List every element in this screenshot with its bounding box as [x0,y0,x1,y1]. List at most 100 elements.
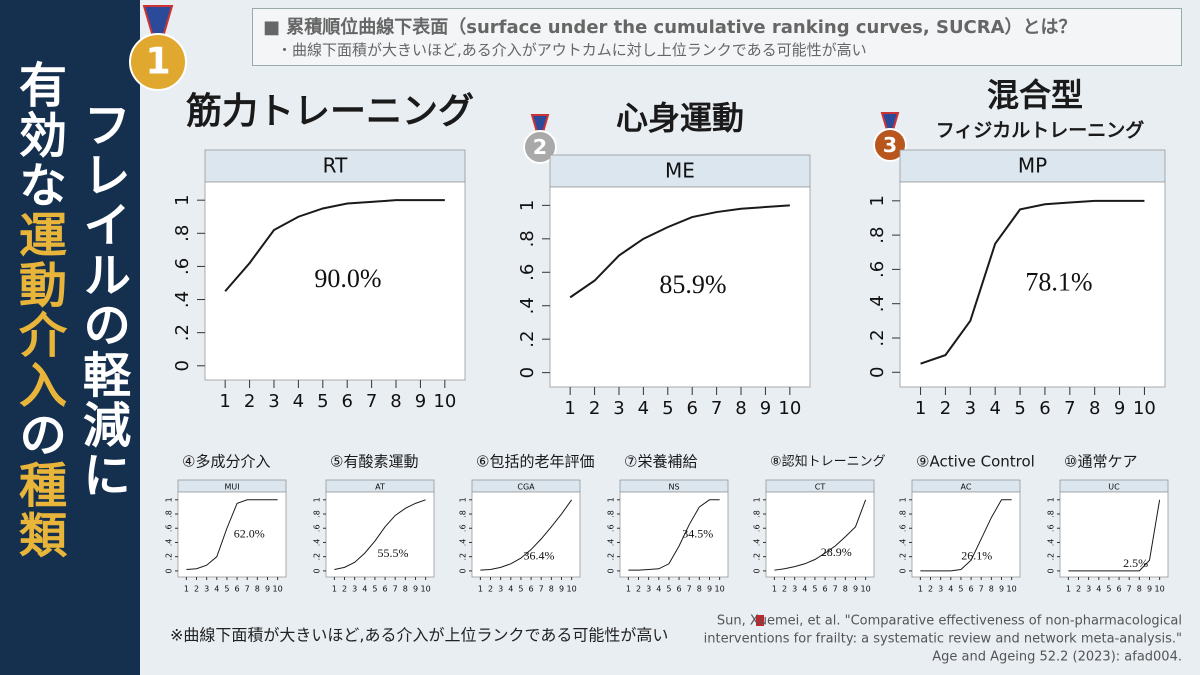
sucra-value: 62.0% [234,526,265,540]
plot-area [765,491,875,578]
x-tick-label: 5 [372,585,377,594]
y-tick-label: 0 [517,367,538,378]
y-tick-label: .8 [753,510,762,518]
x-tick-label: 6 [529,585,534,594]
x-tick-label: 5 [1014,398,1025,419]
plot-area [471,491,581,578]
x-tick-label: 1 [626,585,631,594]
x-tick-label: 4 [989,398,1000,419]
sidebar [0,0,140,675]
x-tick-label: 4 [362,585,367,594]
medal [873,128,907,162]
y-tick-label: .8 [1047,510,1056,518]
sucra-value: 36.4% [523,548,554,562]
title-line1: フレイルの軽減に [74,100,130,500]
chart-label: ⑤有酸素運動 [330,453,418,471]
x-tick-label: 6 [1117,585,1122,594]
x-tick-label: 7 [1064,398,1075,419]
x-tick-label: 1 [915,398,926,419]
x-tick-label: 6 [383,585,388,594]
x-tick-label: 10 [273,585,283,594]
x-tick-label: 7 [687,585,692,594]
x-tick-label: 5 [666,585,671,594]
x-tick-label: 6 [677,585,682,594]
x-tick-label: 8 [1137,585,1142,594]
x-tick-label: 2 [194,585,199,594]
sucra-curve [920,199,1145,365]
chart-label: ⑥包括的老年評価 [476,453,594,471]
medal-rank: 1 [145,40,170,83]
y-tick-label: .4 [313,539,322,547]
panel-title: AT [375,483,385,492]
y-tick-label: .6 [607,524,616,532]
y-tick-label: .4 [172,291,193,308]
y-tick-label: 1 [867,195,888,206]
y-tick-label: .6 [459,524,468,532]
y-tick-label: .6 [867,261,888,278]
x-tick-label: 4 [293,391,304,412]
x-tick-label: 4 [638,398,649,419]
x-tick-label: 2 [244,391,255,412]
y-tick-label: .8 [607,510,616,518]
medal-rank: 3 [883,133,897,157]
x-tick-label: 2 [928,585,933,594]
x-tick-label: 9 [413,585,418,594]
x-tick-label: 6 [1039,398,1050,419]
x-tick-label: 5 [662,398,673,419]
x-tick-label: 5 [224,585,229,594]
plot-area [899,181,1166,388]
x-tick-label: 7 [833,585,838,594]
sucra-curve [569,204,790,299]
x-tick-label: 7 [366,391,377,412]
sucra-curve [334,499,426,570]
y-tick-label: 1 [313,497,322,502]
x-tick-label: 4 [214,585,219,594]
y-tick-label: .4 [1047,539,1056,547]
x-tick-label: 8 [697,585,702,594]
y-tick-label: 1 [899,497,908,502]
y-tick-label: .6 [165,524,174,532]
title-part: 運動介入 [10,210,66,410]
y-tick-label: .2 [899,553,908,561]
x-tick-label: 6 [341,391,352,412]
medal [129,33,187,91]
medal-rank: 2 [533,135,547,159]
citation: Sun, Xuemei, et al. "Comparative effecti… [717,614,1182,629]
plot-area [619,491,729,578]
sucra-value: 26.1% [961,548,992,562]
x-tick-label: 2 [342,585,347,594]
citation: interventions for frailty: a systematic … [704,632,1182,647]
y-tick-label: 1 [517,200,538,211]
sucra-value: 55.5% [377,546,408,560]
y-tick-label: .8 [517,230,538,247]
x-tick-label: 7 [711,398,722,419]
chart-label: 筋力トレーニング [186,91,474,132]
x-tick-label: 4 [948,585,953,594]
x-tick-label: 6 [235,585,240,594]
x-tick-label: 2 [1076,585,1081,594]
y-tick-label: .8 [313,510,322,518]
x-tick-label: 9 [999,585,1004,594]
y-tick-label: .6 [899,524,908,532]
x-tick-label: 5 [812,585,817,594]
panel-title: MUI [224,483,239,492]
x-tick-label: 8 [549,585,554,594]
y-tick-label: 0 [165,568,174,573]
y-tick-label: .2 [165,553,174,561]
plot-area [204,181,466,381]
x-tick-label: 9 [760,398,771,419]
y-tick-label: .6 [1047,524,1056,532]
title-part: の [10,410,66,460]
x-tick-label: 10 [778,398,801,419]
x-tick-label: 3 [792,585,797,594]
x-tick-label: 8 [843,585,848,594]
x-tick-label: 10 [1007,585,1017,594]
citation: Age and Ageing 52.2 (2023): afad004. [932,650,1182,665]
sucra-curve [774,499,867,571]
x-tick-label: 1 [1066,585,1071,594]
sucra-curve [480,499,573,571]
chart-sublabel: フィジカルトレーニング [936,119,1145,142]
sucra-curve [920,499,1012,572]
book-icon [756,615,764,626]
